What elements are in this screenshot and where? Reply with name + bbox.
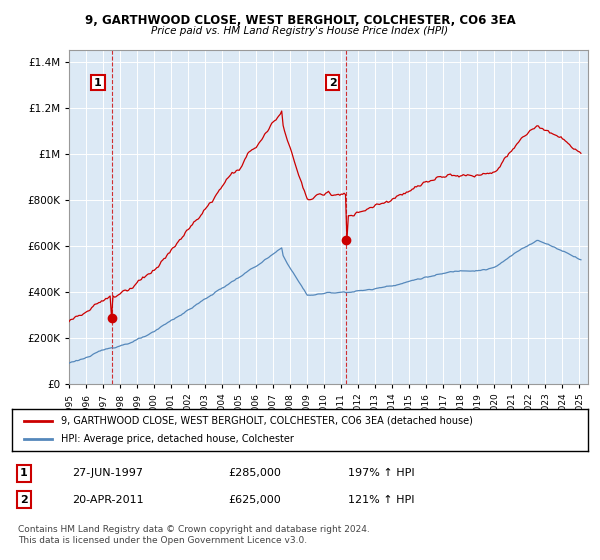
Text: HPI: Average price, detached house, Colchester: HPI: Average price, detached house, Colc… [61, 434, 294, 444]
Text: 9, GARTHWOOD CLOSE, WEST BERGHOLT, COLCHESTER, CO6 3EA: 9, GARTHWOOD CLOSE, WEST BERGHOLT, COLCH… [85, 14, 515, 27]
Text: Price paid vs. HM Land Registry's House Price Index (HPI): Price paid vs. HM Land Registry's House … [151, 26, 449, 36]
Text: £625,000: £625,000 [228, 494, 281, 505]
Text: £285,000: £285,000 [228, 468, 281, 478]
Text: 20-APR-2011: 20-APR-2011 [72, 494, 143, 505]
Text: 9, GARTHWOOD CLOSE, WEST BERGHOLT, COLCHESTER, CO6 3EA (detached house): 9, GARTHWOOD CLOSE, WEST BERGHOLT, COLCH… [61, 416, 473, 426]
Text: Contains HM Land Registry data © Crown copyright and database right 2024.
This d: Contains HM Land Registry data © Crown c… [18, 525, 370, 545]
Text: 197% ↑ HPI: 197% ↑ HPI [348, 468, 415, 478]
Text: 27-JUN-1997: 27-JUN-1997 [72, 468, 143, 478]
Text: 2: 2 [20, 494, 28, 505]
Text: 1: 1 [20, 468, 28, 478]
Text: 121% ↑ HPI: 121% ↑ HPI [348, 494, 415, 505]
Text: 1: 1 [94, 78, 102, 87]
Text: 2: 2 [329, 78, 337, 87]
